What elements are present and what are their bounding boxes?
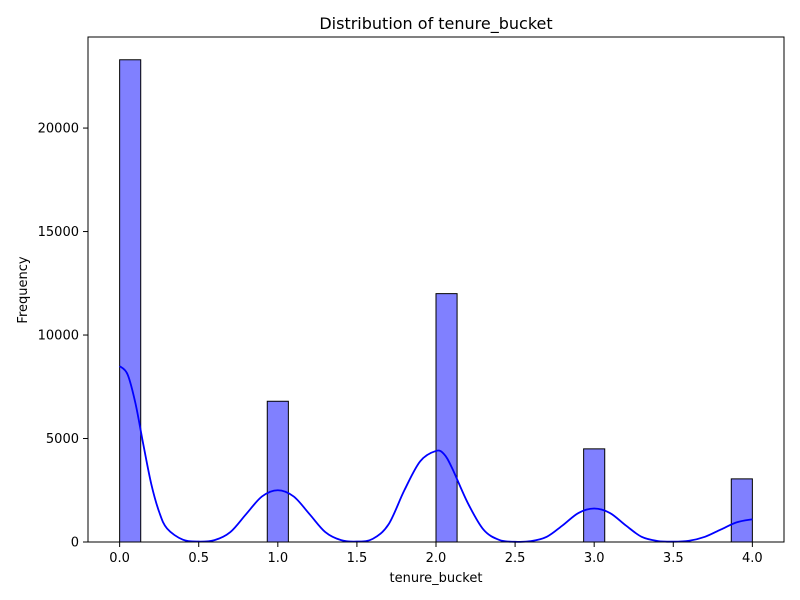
y-tick-label: 5000 — [46, 432, 79, 447]
x-tick-label: 0.5 — [188, 551, 209, 566]
x-tick-label: 2.5 — [505, 551, 526, 566]
y-axis-title: Frequency — [16, 256, 31, 323]
histogram-bar-4 — [730, 478, 753, 543]
histogram-bar-3 — [583, 448, 606, 543]
x-tick-label: 2.0 — [426, 551, 447, 566]
chart-title: Distribution of tenure_bucket — [319, 14, 552, 34]
x-tick-label: 3.0 — [584, 551, 605, 566]
x-tick-label: 0.0 — [109, 551, 130, 566]
histogram-bars — [119, 59, 753, 543]
x-tick-label: 1.0 — [267, 551, 288, 566]
x-tick-label: 1.5 — [347, 551, 368, 566]
y-tick-label: 20000 — [38, 122, 79, 137]
histogram-bar-0 — [119, 59, 142, 543]
kde-density-line — [118, 365, 753, 543]
x-axis-ticks: 0.0 0.5 1.0 1.5 2.0 2.5 3.0 3.5 4.0 — [109, 542, 763, 566]
x-axis-title: tenure_bucket — [390, 571, 483, 586]
y-axis-ticks: 0 5000 10000 15000 20000 — [38, 122, 88, 551]
x-tick-label: 3.5 — [663, 551, 684, 566]
histogram-bar-2 — [435, 293, 458, 543]
y-tick-label: 15000 — [38, 225, 79, 240]
histogram-bar-1 — [266, 400, 289, 543]
y-tick-label: 0 — [71, 536, 79, 551]
y-tick-label: 10000 — [38, 329, 79, 344]
x-tick-label: 4.0 — [742, 551, 763, 566]
